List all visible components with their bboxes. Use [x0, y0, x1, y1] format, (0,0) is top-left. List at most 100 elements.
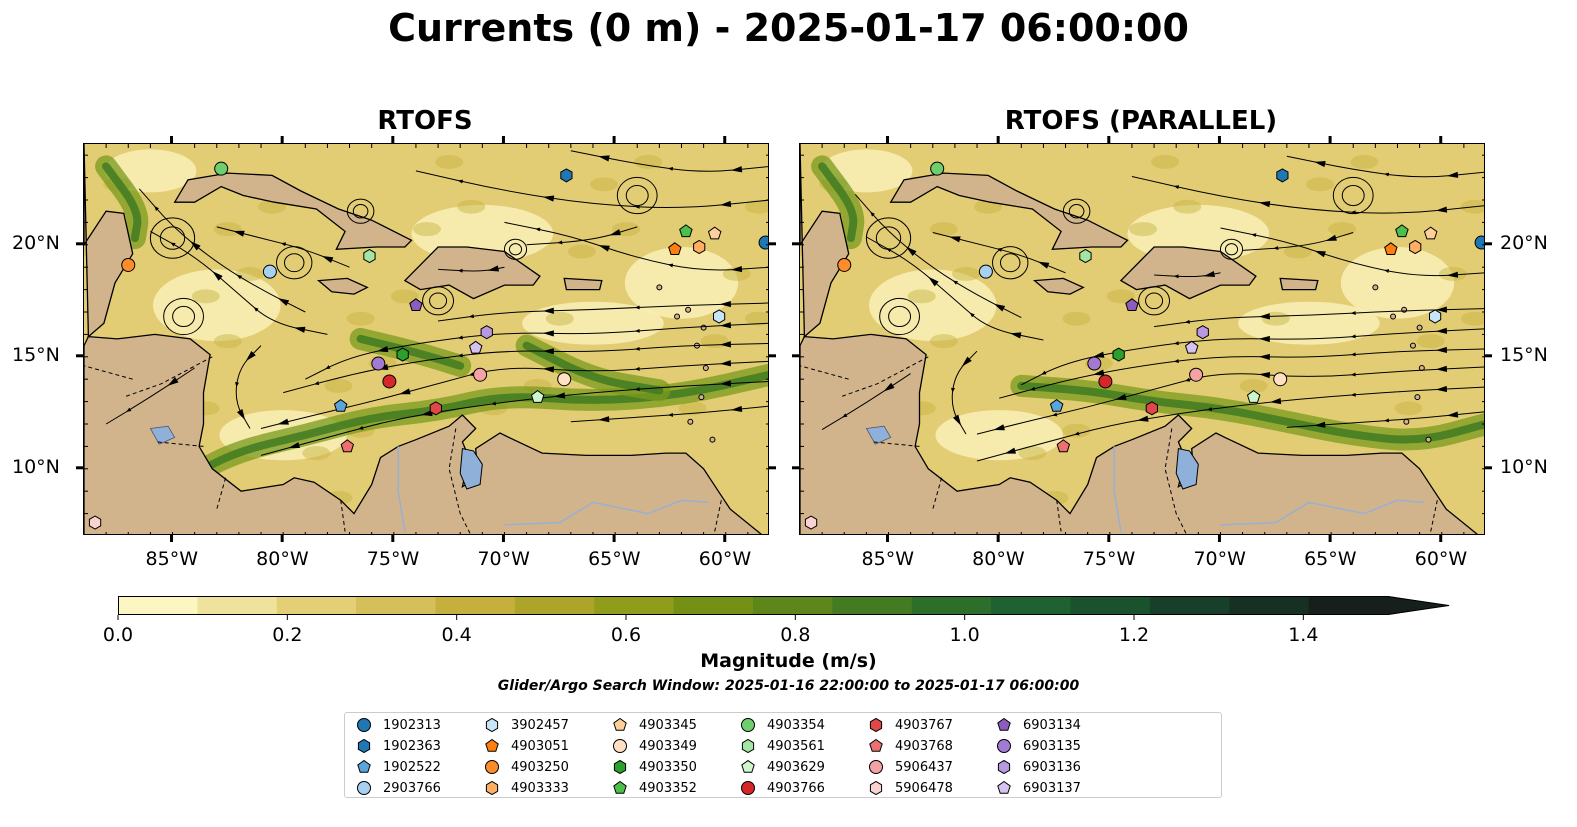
- legend-marker-6903137: [997, 780, 1011, 794]
- float-marker-1902522: [333, 398, 348, 412]
- legend-marker-3902457: [485, 717, 499, 733]
- legend-item: 4903561: [739, 737, 825, 755]
- legend-item: 6903135: [995, 737, 1081, 755]
- colorbar-tick-label: 0.4: [441, 624, 472, 646]
- float-marker-6903135: [1087, 356, 1102, 371]
- legend-item: 4903051: [483, 737, 569, 755]
- legend-marker-icon: [869, 717, 883, 733]
- legend-marker-icon: [869, 760, 883, 774]
- float-marker-4903767: [429, 401, 442, 416]
- float-marker-3902457: [713, 309, 726, 324]
- legend-item: 6903134: [995, 716, 1081, 734]
- float-marker-4903345: [707, 226, 722, 240]
- colorbar-swatch: [1229, 596, 1310, 615]
- legend-marker-4903561: [741, 738, 755, 754]
- float-marker-4903354: [214, 161, 229, 176]
- legend-label: 4903561: [767, 738, 825, 754]
- map-panel-rtofs: [83, 143, 769, 535]
- float-marker-5906437: [1189, 367, 1204, 382]
- float-marker-6903134: [409, 298, 423, 311]
- lon-tick-label: 60°W: [698, 548, 752, 570]
- legend-label: 4903333: [511, 780, 569, 796]
- legend-marker-icon: [613, 717, 627, 731]
- colorbar-swatch: [911, 596, 992, 615]
- colorbar-swatch: [594, 596, 675, 615]
- legend-label: 4903354: [767, 717, 825, 733]
- colorbar-tick-label: 0.2: [272, 624, 303, 646]
- float-marker-5906478: [804, 515, 818, 530]
- legend-item: 4903345: [611, 716, 697, 734]
- float-marker-2903766: [262, 264, 277, 279]
- legend-label: 1902522: [383, 759, 441, 775]
- lon-tick-label: 80°W: [256, 548, 309, 570]
- legend-marker-icon: [613, 780, 627, 794]
- legend-item: 6903136: [995, 758, 1081, 776]
- float-marker-4903629: [1246, 389, 1261, 403]
- lat-tick-label: 15°N: [1500, 343, 1548, 366]
- float-marker-1902313: [758, 235, 768, 250]
- float-marker-4903766: [1098, 374, 1113, 389]
- float-marker-4903349: [557, 372, 572, 387]
- float-marker-4903350: [1112, 347, 1125, 362]
- legend-label: 4903051: [511, 738, 569, 754]
- float-marker-2903766: [978, 264, 993, 279]
- legend-marker-icon: [485, 738, 499, 752]
- legend-label: 4903629: [767, 759, 825, 775]
- legend-label: 3902457: [511, 717, 569, 733]
- legend-marker-4903766: [741, 781, 755, 795]
- legend-marker-icon: [741, 718, 755, 732]
- legend-item: 4903354: [739, 716, 825, 734]
- lat-tick-label: 10°N: [12, 455, 60, 478]
- legend-item: 6903137: [995, 779, 1081, 797]
- legend-marker-icon: [485, 760, 499, 774]
- legend-item: 5906478: [867, 779, 953, 797]
- legend-label: 4903768: [895, 738, 953, 754]
- legend-item: 4903333: [483, 779, 569, 797]
- float-marker-4903766: [382, 374, 397, 389]
- float-marker-4903768: [340, 439, 355, 453]
- legend-label: 1902363: [383, 738, 441, 754]
- lon-tick-label: 85°W: [145, 548, 198, 570]
- legend-marker-1902522: [357, 759, 371, 773]
- legend-marker-icon: [997, 759, 1011, 775]
- float-marker-4903767: [1145, 401, 1158, 416]
- legend-item: 1902313: [355, 716, 441, 734]
- legend-marker-6903134: [997, 717, 1011, 731]
- legend-label: 4903766: [767, 780, 825, 796]
- colorbar-swatch: [435, 596, 516, 615]
- legend-marker-icon: [613, 759, 627, 775]
- float-marker-4903352: [1395, 224, 1409, 238]
- legend-marker-icon: [357, 738, 371, 754]
- colorbar-swatch: [197, 596, 278, 615]
- float-marker-4903250: [121, 257, 136, 272]
- colorbar-tick-label: 0.6: [610, 624, 642, 646]
- legend-item: 2903766: [355, 779, 441, 797]
- float-marker-1902363: [1276, 168, 1289, 183]
- legend-marker-icon: [997, 739, 1011, 753]
- colorbar: [118, 596, 1450, 615]
- float-marker-4903354: [930, 161, 945, 176]
- legend-marker-4903250: [485, 760, 499, 774]
- float-marker-3902457: [1429, 309, 1442, 324]
- float-marker-6903134: [1125, 298, 1139, 311]
- colorbar-tick-label: 1.4: [1288, 624, 1319, 646]
- rtofs-map-svg: [84, 144, 768, 534]
- legend-marker-5906478: [869, 780, 883, 796]
- legend-marker-4903767: [869, 717, 883, 733]
- float-marker-4903333: [1409, 239, 1422, 255]
- float-marker-6903136: [480, 325, 493, 340]
- colorbar-swatch: [991, 596, 1071, 615]
- legend-marker-1902313: [357, 718, 371, 732]
- colorbar-tick-label: 1.2: [1118, 624, 1150, 646]
- legend-marker-5906437: [869, 760, 883, 774]
- float-marker-1902363: [560, 168, 573, 183]
- colorbar-swatch: [1308, 596, 1389, 615]
- float-marker-5906478: [88, 515, 102, 530]
- lon-tick-label: 75°W: [1082, 548, 1136, 570]
- float-marker-4903345: [1423, 226, 1438, 240]
- legend-item: 4903629: [739, 758, 825, 776]
- search-window-text: Glider/Argo Search Window: 2025-01-16 22…: [497, 678, 1080, 694]
- legend-item: 4903349: [611, 737, 697, 755]
- colorbar-tick-label: 0.0: [102, 624, 134, 646]
- legend-item: 4903768: [867, 737, 953, 755]
